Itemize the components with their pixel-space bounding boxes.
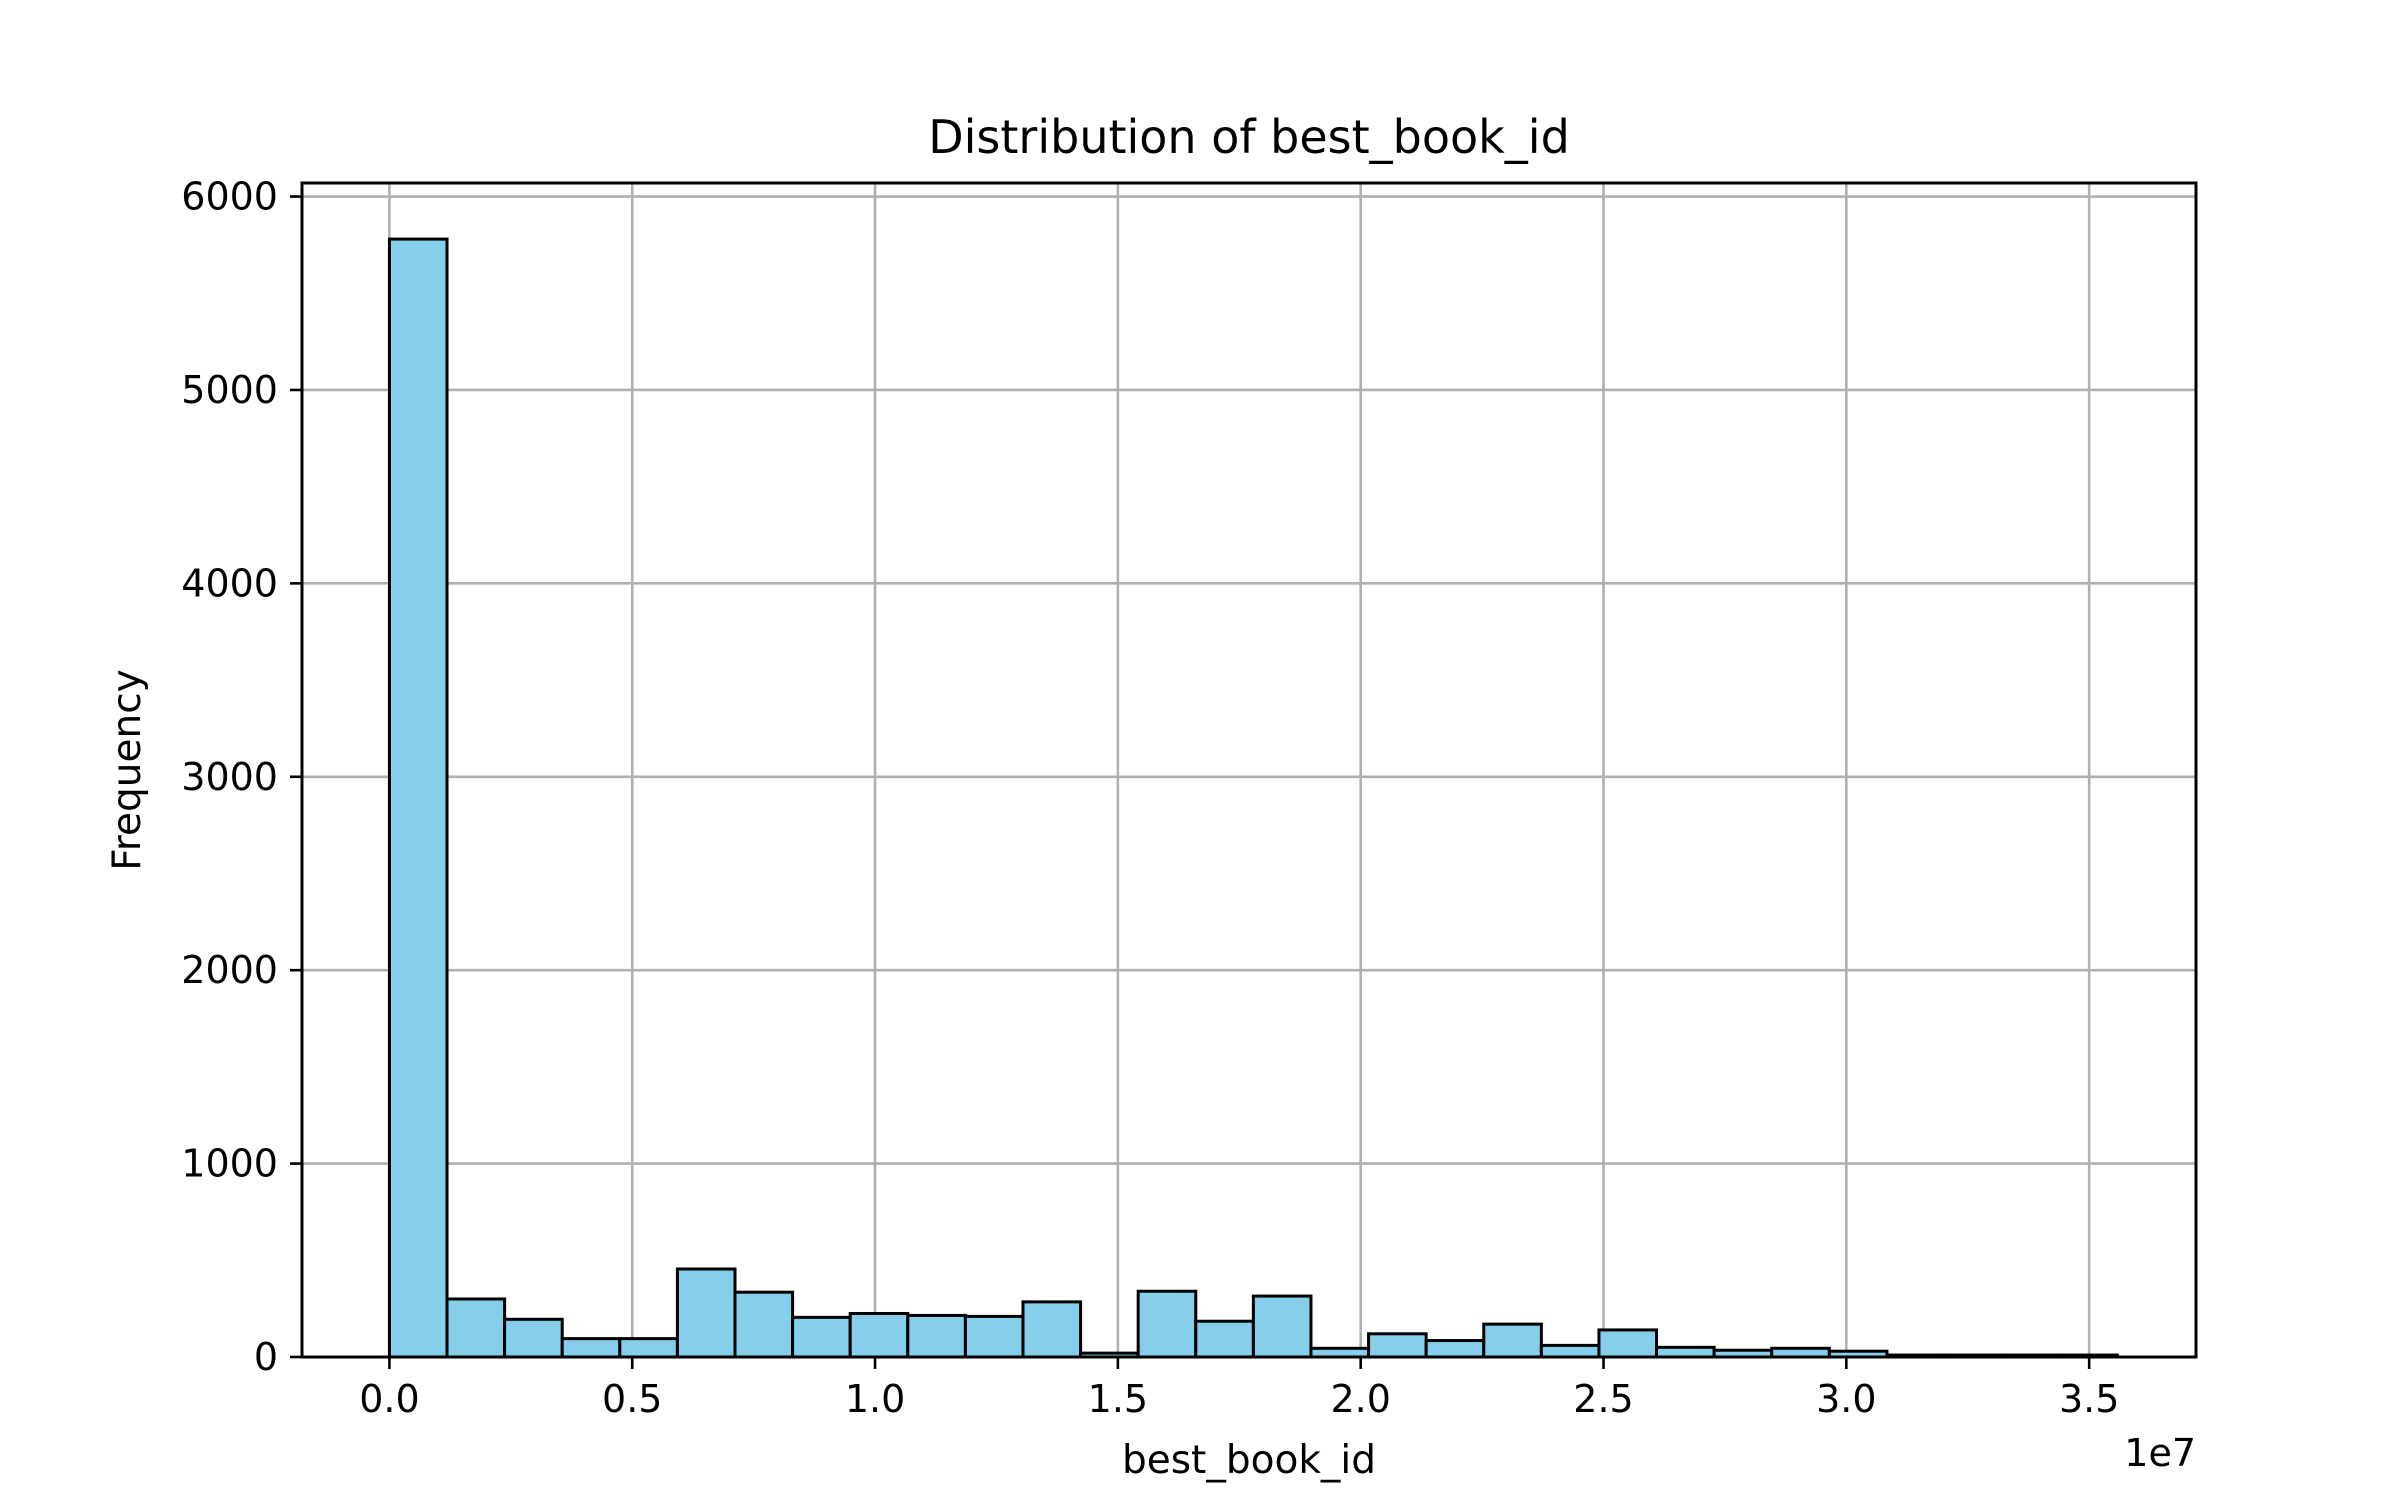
plot-frame	[300, 181, 2198, 1359]
x-tick-label: 3.5	[2059, 1377, 2119, 1421]
x-axis-label: best_book_id	[1122, 1438, 1376, 1483]
y-tick-label: 0	[254, 1335, 278, 1379]
x-tick-label: 0.5	[602, 1377, 662, 1421]
histogram-bar	[503, 1317, 564, 1359]
y-axis-label: Frequency	[105, 669, 150, 870]
x-tick-label: 1.5	[1088, 1377, 1148, 1421]
histogram-bar	[848, 1311, 910, 1359]
histogram-bar	[1251, 1294, 1313, 1359]
y-tick-label: 3000	[181, 755, 278, 799]
x-tick-label: 1.0	[845, 1377, 905, 1421]
y-tick-label: 4000	[181, 561, 278, 605]
histogram-bar	[618, 1337, 679, 1359]
histogram-bar	[1367, 1332, 1428, 1359]
y-tick-label: 5000	[181, 368, 278, 412]
histogram-bar	[1194, 1319, 1255, 1359]
y-tick-label: 1000	[181, 1142, 278, 1186]
histogram-bar	[906, 1313, 967, 1359]
x-tick-label: 0.0	[359, 1377, 419, 1421]
y-tick-label: 6000	[181, 175, 278, 219]
chart-title: Distribution of best_book_id	[928, 110, 1570, 164]
histogram-bar	[387, 237, 449, 1359]
x-tick-label: 2.0	[1330, 1377, 1390, 1421]
histogram-bar	[791, 1315, 852, 1359]
grid-lines	[302, 183, 2196, 1359]
histogram-bar	[1539, 1343, 1601, 1359]
axis-ticks: 0.0 0.5 1.0 1.5 2.0 2.5 3.0 3.5 0 1000 2000 3000 400…	[181, 175, 2119, 1421]
histogram-bar	[1482, 1322, 1543, 1359]
histogram-bar	[733, 1290, 795, 1359]
histogram-bar	[1021, 1300, 1083, 1359]
histogram-bar	[445, 1297, 507, 1359]
x-axis-offset-label: 1e7	[2124, 1431, 2196, 1475]
histogram-bar	[1424, 1339, 1486, 1359]
x-tick-label: 3.0	[1816, 1377, 1876, 1421]
histogram-bar	[1136, 1289, 1198, 1359]
histogram-bar	[1597, 1328, 1659, 1359]
histogram-bars	[387, 237, 2119, 1359]
histogram-bar	[675, 1267, 737, 1359]
y-tick-label: 2000	[181, 948, 278, 992]
histogram-bar	[560, 1337, 622, 1359]
histogram-bar	[963, 1314, 1025, 1359]
x-tick-label: 2.5	[1573, 1377, 1633, 1421]
